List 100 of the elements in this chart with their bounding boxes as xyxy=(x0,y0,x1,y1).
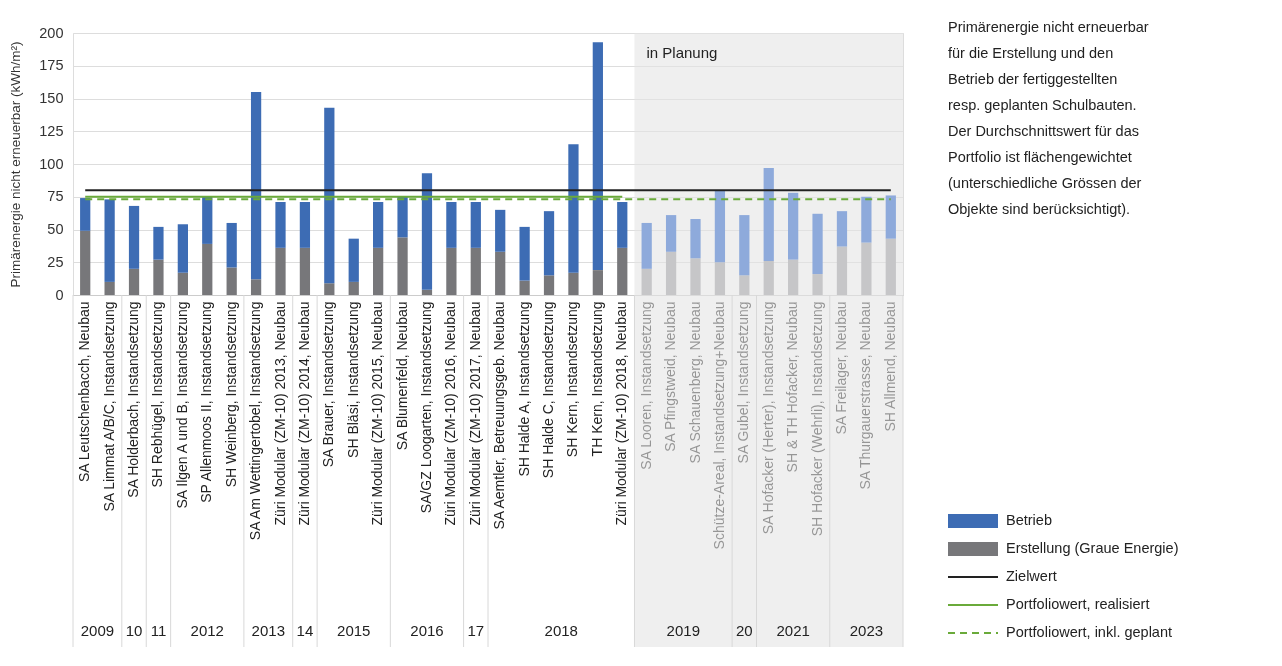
bar xyxy=(226,222,237,268)
bar xyxy=(470,201,481,248)
bar xyxy=(470,247,481,295)
bar xyxy=(446,247,457,295)
bar xyxy=(885,195,896,239)
bar xyxy=(275,201,286,248)
x-tick-label: SA Looren, Instandsetzung xyxy=(637,301,654,470)
x-tick-label: SH Weinberg, Instandsetzung xyxy=(222,301,239,488)
bar xyxy=(397,196,408,238)
text: 17 xyxy=(467,622,485,639)
text: 2019 xyxy=(666,622,700,639)
band-label: in Planung xyxy=(646,44,718,61)
text: 10 xyxy=(125,622,143,639)
bar xyxy=(153,226,164,260)
x-tick-label: SA/GZ Loogarten, Instandsetzung xyxy=(417,301,434,514)
text: Primärenergie nicht erneuerbar für die Erstellung und den Betrieb der fertiggestellten resp. geplanten Schulbauten. Der Durchschnittswert für das Portfolio ist flächengewichtet (unterschiedliche Grössen der Objekte sind berücksichtigt). xyxy=(948,19,1149,217)
x-tick-label: SA Aemtler, Betreuungsgeb. Neubau xyxy=(491,301,508,530)
y-axis-title: Primärenergie nicht erneuerbar (kWh/m²) xyxy=(8,41,24,288)
bar xyxy=(128,268,140,295)
x-tick-label: SA Freilager, Neubau xyxy=(832,301,849,435)
bar xyxy=(519,226,530,281)
x-tick-label: SH Bläsi, Instandsetzung xyxy=(344,301,361,458)
x-tick-label: SA Hofacker (Herter), Instandsetzung xyxy=(759,301,776,535)
text: 20 xyxy=(735,622,753,639)
bar xyxy=(299,247,311,295)
x-tick-label: SH Halde C, Instandsetzung xyxy=(540,301,557,479)
bar xyxy=(739,215,750,276)
bar xyxy=(104,281,115,295)
x-tick-label: SA Limmat A/B/C, Instandsetzung xyxy=(100,301,117,512)
text: 2009 xyxy=(80,622,115,639)
x-tick-label: Züri Modular (ZM-10) 2014, Neubau xyxy=(295,301,312,526)
y-tick-label: 175 xyxy=(39,57,64,74)
y-tick-label: 125 xyxy=(39,122,64,139)
x-tick-label: Züri Modular (ZM-10) 2015, Neubau xyxy=(369,301,386,526)
x-tick-label: Schütze-Areal, Instandsetzung+Neubau xyxy=(710,301,727,550)
bar xyxy=(592,42,603,271)
x-tick-label: SA Schauenberg, Neubau xyxy=(686,301,703,464)
bar xyxy=(641,222,652,269)
bar xyxy=(202,243,213,295)
bar xyxy=(226,267,237,295)
bar xyxy=(495,251,506,295)
bar xyxy=(202,196,213,244)
x-tick-label: SH Halde A, Instandsetzung xyxy=(515,301,532,477)
bar xyxy=(495,209,506,252)
text: 2016 xyxy=(410,622,444,639)
bar xyxy=(373,201,384,248)
bar xyxy=(543,211,555,276)
bar xyxy=(348,281,359,295)
legend-label: Portfoliowert, realisiert xyxy=(1006,596,1150,612)
bar xyxy=(519,280,530,295)
x-tick-label: SH & TH Hofacker, Neubau xyxy=(784,301,801,473)
text: 14 xyxy=(296,622,314,639)
text: 2021 xyxy=(776,622,810,639)
legend-label: Portfoliowert, inkl. geplant xyxy=(1006,624,1173,640)
x-tick-label: Züri Modular (ZM-10) 2017, Neubau xyxy=(466,301,483,526)
bar xyxy=(592,270,603,295)
bar xyxy=(177,224,188,273)
bar xyxy=(324,107,335,284)
legend-label: Erstellung (Graue Energie) xyxy=(1006,540,1179,556)
text: 2015 xyxy=(337,622,371,639)
bar xyxy=(348,238,359,282)
x-tick-label: SA Pfingstweid, Neubau xyxy=(662,301,679,452)
y-tick-label: 200 xyxy=(39,24,64,41)
y-tick-label: 100 xyxy=(39,155,64,172)
x-tick-label: SH Hofacker (Wehrli), Instandsetzung xyxy=(808,301,825,537)
bar xyxy=(812,213,823,275)
bar xyxy=(617,247,628,295)
text: 2012 xyxy=(190,622,224,639)
bar xyxy=(250,91,262,280)
bar xyxy=(788,192,799,260)
y-tick-label: 150 xyxy=(39,90,64,106)
bar xyxy=(250,279,262,295)
bar xyxy=(617,201,628,248)
bar xyxy=(861,196,872,243)
text: 2023 xyxy=(849,622,884,639)
bar xyxy=(568,272,579,295)
bar xyxy=(275,247,286,295)
legend-label: Zielwert xyxy=(1006,568,1057,584)
text: 11 xyxy=(150,622,167,639)
bar xyxy=(324,283,335,295)
bar xyxy=(80,230,91,295)
x-tick-label: SA Ilgen A und B, Instandsetzung xyxy=(173,301,190,509)
x-tick-label: SA Brauer, Instandsetzung xyxy=(320,301,337,468)
x-tick-label: SA Gubel, Instandsetzung xyxy=(735,301,752,464)
y-tick-label: 25 xyxy=(47,253,64,270)
bar xyxy=(153,259,164,295)
bar xyxy=(446,201,457,248)
bar xyxy=(568,144,579,273)
x-tick-label: SA Blumenfeld, Neubau xyxy=(393,301,410,451)
bar xyxy=(397,237,408,295)
x-tick-label: SA Holderbach, Instandsetzung xyxy=(125,301,142,498)
x-tick-label: SP Allenmoos II, Instandsetzung xyxy=(198,301,215,503)
y-tick-label: 50 xyxy=(47,221,64,237)
x-tick-label: TH Kern, Instandsetzung xyxy=(588,301,605,457)
bar xyxy=(299,201,311,248)
bar xyxy=(543,275,555,295)
bar xyxy=(104,199,115,282)
y-tick-label: 75 xyxy=(47,188,64,205)
legend-label: Betrieb xyxy=(1006,512,1052,528)
bar xyxy=(177,272,188,295)
